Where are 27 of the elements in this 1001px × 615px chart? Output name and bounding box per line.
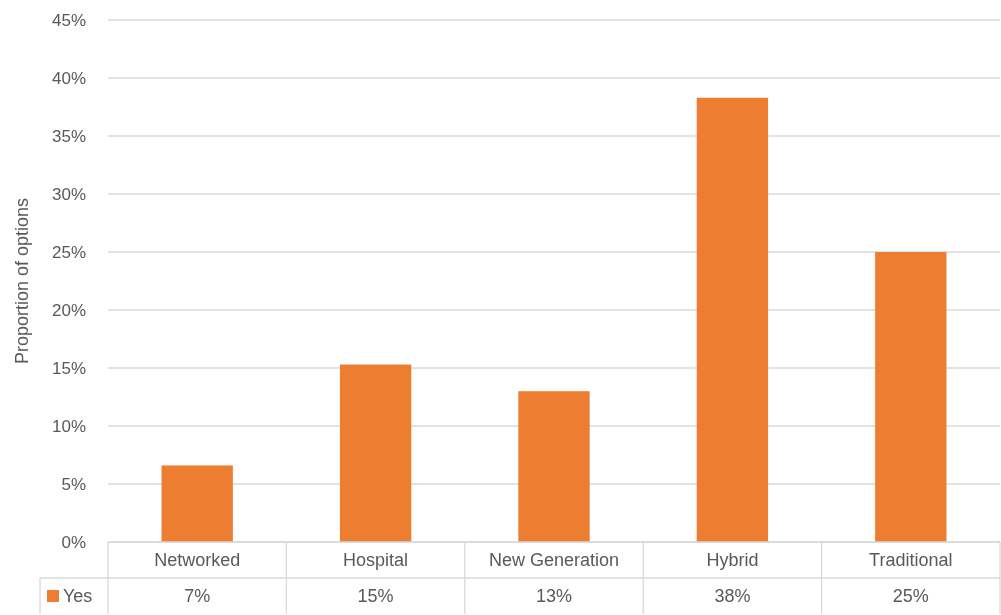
data-label: 7% <box>184 586 211 607</box>
data-label: 38% <box>714 586 751 607</box>
y-tick-label: 20% <box>51 300 86 320</box>
y-tick-label: 5% <box>61 474 86 494</box>
bar <box>518 391 590 542</box>
legend-label: Yes <box>63 586 93 607</box>
y-tick-label: 25% <box>51 242 86 262</box>
x-tick-label: Hybrid <box>706 550 759 571</box>
x-tick-label: Networked <box>154 550 241 571</box>
y-tick-label: 40% <box>51 68 86 88</box>
x-tick-label: Traditional <box>869 550 953 571</box>
y-tick-label: 30% <box>51 184 86 204</box>
y-tick-label: 35% <box>51 126 86 146</box>
x-tick-label: New Generation <box>488 550 620 571</box>
bar <box>339 364 412 542</box>
data-label: 15% <box>357 586 394 607</box>
data-label: 13% <box>535 586 573 607</box>
y-tick-label: 0% <box>61 532 86 552</box>
x-tick-label: Hospital <box>343 550 409 571</box>
bar <box>875 252 947 542</box>
y-tick-label: 15% <box>51 358 86 378</box>
y-tick-label: 10% <box>51 416 86 436</box>
bar <box>696 97 769 542</box>
data-label: 25% <box>892 586 929 607</box>
y-axis-title: Proportion of options <box>12 197 32 365</box>
y-tick-label: 45% <box>51 10 86 30</box>
bar <box>161 465 233 542</box>
